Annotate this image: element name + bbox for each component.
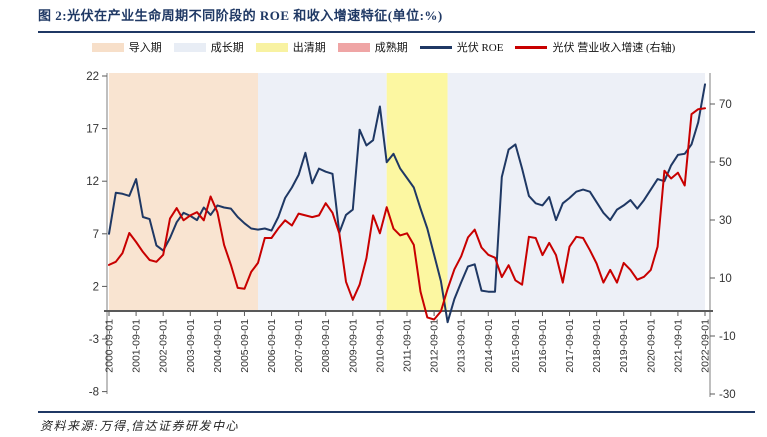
x-tick-label: 2020-09-01: [645, 319, 657, 373]
x-tick-label: 2012-09-01: [429, 319, 441, 373]
right-tick-label: 70: [719, 99, 732, 111]
x-tick-label: 2009-09-01: [347, 319, 359, 373]
legend-swatch-icon: [337, 42, 370, 52]
legend-swatch-icon: [255, 42, 288, 52]
right-tick-label: 50: [719, 157, 732, 169]
left-tick-label: 12: [86, 176, 99, 188]
figure-title: 图 2:光伏在产业生命周期不同阶段的 ROE 和收入增速特征(单位:%): [38, 8, 443, 23]
legend-item-1: 成长期: [173, 39, 244, 55]
x-tick-label: 2015-09-01: [510, 319, 522, 373]
x-tick-label: 2005-09-01: [239, 319, 251, 373]
source-note: 资料来源:万得,信达证券研发中心: [40, 419, 239, 433]
legend-label: 成熟期: [374, 42, 408, 54]
x-tick-label: 2016-09-01: [537, 319, 549, 373]
x-tick-label: 2022-09-01: [700, 319, 712, 373]
right-tick-label: 10: [719, 273, 732, 285]
chart-legend: 导入期 成长期 出清期 成熟期 光伏 ROE 光伏 营业收入增速 (右轴): [0, 39, 767, 55]
x-tick-label: 2000-09-01: [104, 319, 116, 373]
x-tick-label: 2013-09-01: [456, 319, 468, 373]
left-tick-label: 17: [86, 124, 99, 136]
x-tick-label: 2003-09-01: [185, 319, 197, 373]
left-tick-label: 2: [93, 281, 99, 293]
x-tick-label: 2006-09-01: [266, 319, 278, 373]
x-tick-label: 2014-09-01: [483, 319, 495, 373]
legend-label: 光伏 ROE: [456, 42, 504, 54]
x-tick-label: 2007-09-01: [293, 319, 305, 373]
right-tick-label: -30: [719, 389, 736, 401]
x-tick-label: 2019-09-01: [618, 319, 630, 373]
x-tick-label: 2004-09-01: [212, 319, 224, 373]
x-tick-label: 2017-09-01: [564, 319, 576, 373]
legend-item-3: 成熟期: [337, 39, 408, 55]
x-tick-label: 2008-09-01: [320, 319, 332, 373]
legend-swatch-icon: [173, 42, 206, 52]
footer-divider: [38, 411, 755, 413]
left-tick-label: -3: [89, 334, 99, 346]
legend-label: 成长期: [210, 42, 244, 54]
legend-label: 导入期: [128, 42, 162, 54]
legend-item-4: 光伏 ROE: [419, 39, 504, 55]
legend-item-0: 导入期: [91, 39, 162, 55]
x-tick-label: 2010-09-01: [374, 319, 386, 373]
left-tick-label: 7: [93, 229, 99, 241]
x-tick-label: 2021-09-01: [672, 319, 684, 373]
legend-swatch-icon: [515, 45, 548, 49]
title-divider: [38, 31, 755, 33]
revenue-growth-line: [108, 107, 706, 321]
roe-line: [108, 83, 706, 324]
x-tick-label: 2002-09-01: [158, 319, 170, 373]
x-tick-label: 2001-09-01: [131, 319, 143, 373]
phase-band-1: [258, 73, 387, 311]
legend-item-2: 出清期: [255, 39, 326, 55]
x-tick-label: 2018-09-01: [591, 319, 603, 373]
right-tick-label: 30: [719, 215, 732, 227]
right-tick-label: -10: [719, 331, 736, 343]
legend-item-5: 光伏 营业收入增速 (右轴): [515, 39, 675, 55]
left-tick-label: 22: [86, 71, 99, 83]
left-tick-label: -8: [89, 387, 99, 399]
x-tick-label: 2011-09-01: [402, 319, 414, 372]
legend-swatch-icon: [91, 42, 124, 52]
legend-label: 光伏 营业收入增速 (右轴): [552, 42, 676, 54]
legend-label: 出清期: [292, 42, 326, 54]
legend-swatch-icon: [419, 45, 452, 49]
